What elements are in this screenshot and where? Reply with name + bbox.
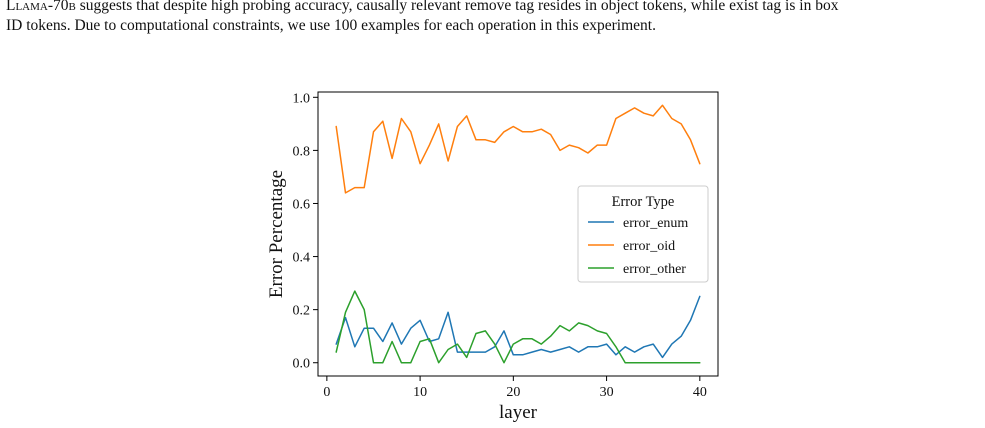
y-axis: 0.0 0.2 0.4 0.6 0.8 1.0	[293, 91, 318, 372]
x-tick-label: 20	[506, 385, 520, 400]
x-tick-label: 0	[323, 385, 330, 400]
y-tick-label: 0.4	[293, 251, 311, 266]
caption-line-1-text: suggests that despite high probing accur…	[75, 0, 839, 14]
figure-caption: Llama-70b suggests that despite high pro…	[6, 0, 978, 36]
legend-box	[577, 185, 709, 283]
x-tick-label: 30	[600, 385, 614, 400]
legend-label-error-enum: error_enum	[623, 216, 688, 231]
legend-label-error-other: error_other	[623, 262, 686, 277]
series-line-error-other	[335, 290, 701, 364]
legend-label-error-oid: error_oid	[623, 239, 675, 254]
x-tick-label: 40	[693, 385, 707, 400]
caption-line-2: ID tokens. Due to computational constrai…	[6, 17, 656, 34]
y-tick-label: 0.2	[293, 304, 311, 319]
x-tick-label: 10	[413, 385, 427, 400]
legend-title: Error Type	[612, 194, 675, 210]
series-line-error-enum	[335, 295, 701, 359]
x-axis: 0 10 20 30 40	[323, 376, 707, 400]
y-tick-label: 0.6	[293, 197, 311, 212]
legend: Error Type error_enum error_oid error_othe…	[577, 185, 709, 283]
caption-model-name: Llama-70b	[6, 0, 76, 14]
plot-area-frame	[317, 91, 719, 377]
series-line-error-oid	[335, 104, 701, 194]
y-tick-label: 0.8	[293, 144, 311, 159]
y-tick-label: 1.0	[293, 91, 311, 106]
series-layer	[335, 104, 701, 364]
y-tick-label: 0.0	[293, 357, 311, 372]
x-axis-label: layer	[499, 402, 538, 423]
caption-line-1: Llama-70b suggests that despite high pro…	[6, 0, 978, 16]
y-axis-label: Error Percentage	[266, 170, 287, 298]
